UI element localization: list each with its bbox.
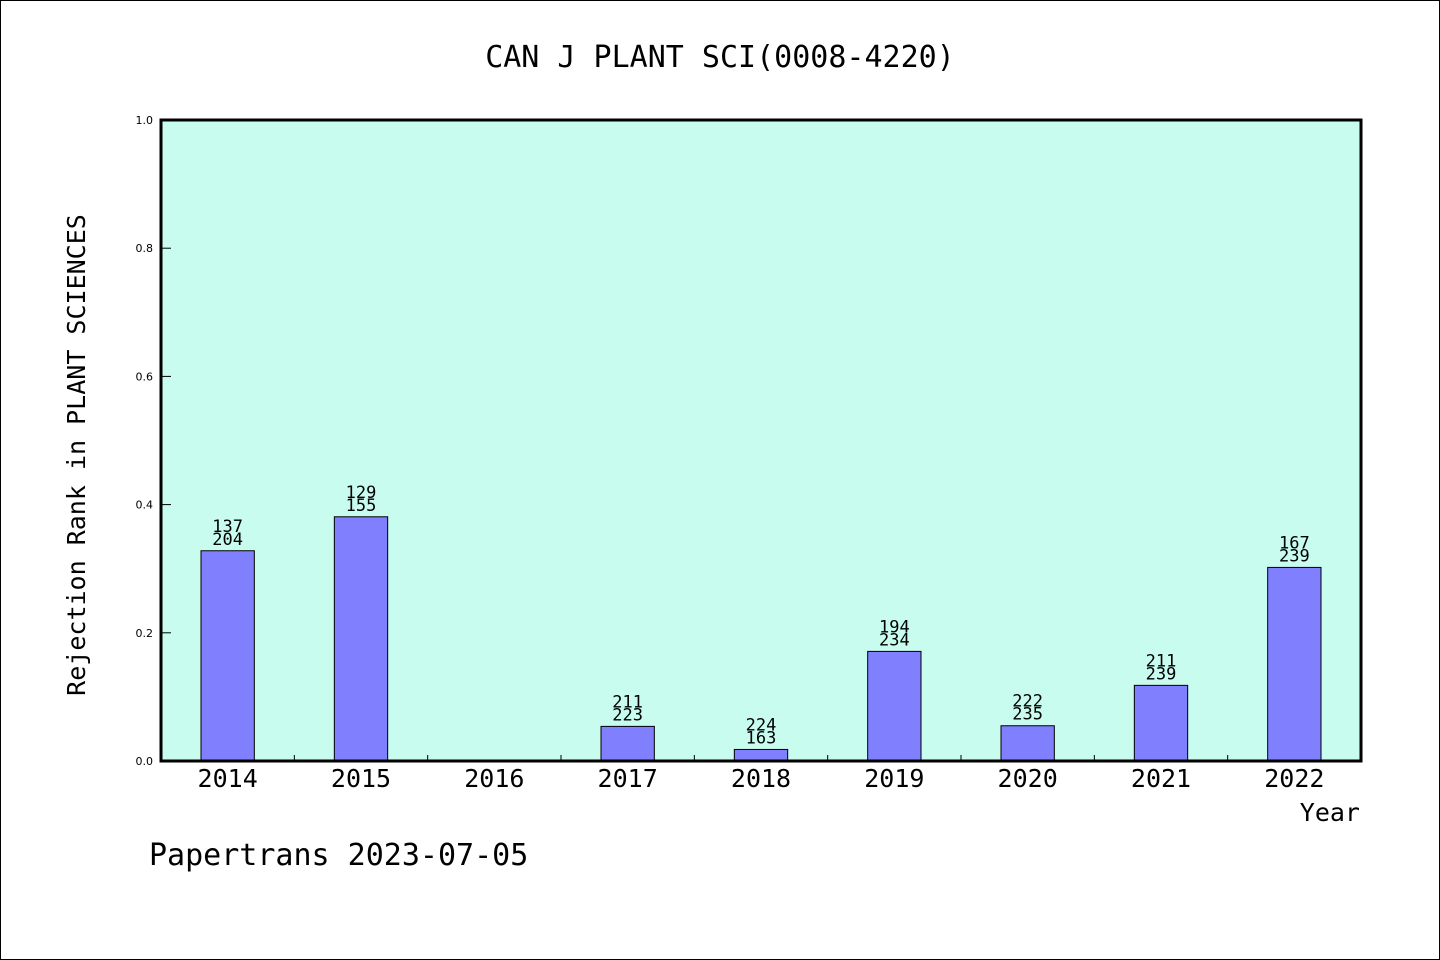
bar-label-bottom-2015: 155: [346, 496, 377, 516]
x-tick-label-2017: 2017: [598, 764, 658, 793]
bar-2014: [200, 550, 255, 762]
bar-label-bottom-2017: 223: [612, 705, 643, 725]
x-tick-label-2014: 2014: [198, 764, 258, 793]
bar-labels-group: 1372041291552112232241631942342222352112…: [212, 483, 1309, 749]
x-tick-label-2021: 2021: [1131, 764, 1191, 793]
x-axis-label: Year: [1300, 798, 1360, 827]
y-tick-label-0.2: 0.2: [136, 627, 154, 640]
bar-label-bottom-2020: 235: [1012, 705, 1043, 725]
y-tick-label-1.0: 1.0: [136, 114, 154, 127]
bar-label-bottom-2014: 204: [212, 530, 243, 550]
bar-label-bottom-2022: 239: [1279, 546, 1310, 566]
x-tick-label-2019: 2019: [864, 764, 924, 793]
y-axis: 0.0 0.2 0.4 0.6 0.8 1.0: [136, 114, 171, 768]
y-tick-label-0.4: 0.4: [136, 499, 154, 512]
x-tick-label-2020: 2020: [998, 764, 1058, 793]
bar-label-bottom-2019: 234: [879, 630, 910, 650]
bars-group: [200, 516, 1322, 762]
x-axis: 2014 2015 2016 2017 2018 2019 2020 2021 2022: [198, 755, 1324, 793]
footer-text: Papertrans 2023-07-05: [149, 838, 528, 873]
x-tick-label-2016: 2016: [464, 764, 524, 793]
chart-title: CAN J PLANT SCI(0008-4220): [485, 40, 955, 75]
bar-2019: [867, 650, 922, 762]
bar-label-top-2014: 137: [212, 517, 243, 537]
bar-label-top-2018: 224: [746, 715, 777, 735]
x-tick-label-2022: 2022: [1264, 764, 1324, 793]
y-tick-label-0.6: 0.6: [136, 370, 154, 383]
bar-2018: [733, 748, 789, 762]
plot-border: [159, 118, 1363, 763]
bar-label-top-2022: 167: [1279, 533, 1310, 553]
bar-label-top-2017: 211: [612, 692, 643, 712]
x-tick-label-2015: 2015: [331, 764, 391, 793]
bar-2021: [1133, 684, 1189, 762]
x-tick-label-2018: 2018: [731, 764, 791, 793]
bar-2017: [600, 725, 655, 762]
y-tick-label-0.0: 0.0: [136, 755, 154, 768]
bar-2020: [1000, 725, 1055, 762]
bar-label-bottom-2021: 239: [1146, 664, 1177, 684]
bar-label-top-2015: 129: [346, 483, 377, 503]
bar-label-top-2020: 222: [1012, 692, 1043, 712]
bar-label-bottom-2018: 163: [746, 728, 777, 748]
bar-2022: [1267, 566, 1322, 762]
y-axis-label: Rejection Rank in PLANT SCIENCES: [62, 214, 91, 696]
bar-label-top-2019: 194: [879, 617, 910, 637]
bar-2015: [333, 516, 389, 762]
bar-label-top-2021: 211: [1146, 651, 1177, 671]
y-tick-label-0.8: 0.8: [136, 242, 154, 255]
